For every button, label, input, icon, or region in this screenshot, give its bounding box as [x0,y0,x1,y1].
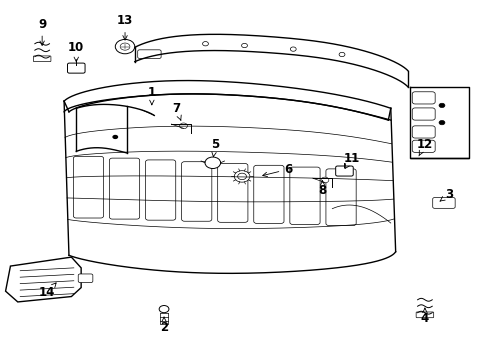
FancyBboxPatch shape [73,156,103,218]
FancyBboxPatch shape [289,167,320,225]
Text: 8: 8 [318,181,326,197]
Text: 6: 6 [262,163,292,177]
Text: 3: 3 [439,188,452,201]
FancyBboxPatch shape [411,92,434,104]
Circle shape [120,43,130,50]
Text: 5: 5 [211,138,219,157]
FancyBboxPatch shape [253,165,284,224]
FancyBboxPatch shape [411,126,434,138]
FancyBboxPatch shape [78,274,93,283]
Circle shape [159,306,168,313]
Circle shape [321,177,328,183]
Circle shape [204,157,220,168]
Text: 1: 1 [147,86,156,105]
FancyBboxPatch shape [109,158,140,219]
Circle shape [438,103,444,108]
Circle shape [112,135,118,139]
FancyBboxPatch shape [138,50,161,58]
Text: 9: 9 [38,18,46,45]
FancyBboxPatch shape [335,166,352,176]
Text: 7: 7 [172,102,181,120]
FancyBboxPatch shape [325,169,355,226]
Text: 13: 13 [117,14,133,40]
Circle shape [234,171,249,182]
FancyBboxPatch shape [411,108,434,120]
Text: 10: 10 [68,41,84,62]
Circle shape [115,40,135,54]
FancyBboxPatch shape [217,163,247,222]
FancyBboxPatch shape [181,162,211,221]
FancyBboxPatch shape [432,198,454,208]
Text: 4: 4 [420,308,428,325]
FancyBboxPatch shape [33,56,51,62]
Polygon shape [5,257,81,302]
Circle shape [438,121,444,125]
Text: 11: 11 [343,152,359,168]
FancyBboxPatch shape [145,160,175,220]
Text: 12: 12 [416,138,432,156]
FancyBboxPatch shape [67,63,85,73]
FancyBboxPatch shape [411,140,434,152]
Circle shape [237,173,246,180]
Text: 14: 14 [39,283,56,300]
Text: 2: 2 [160,317,168,333]
FancyBboxPatch shape [415,312,433,318]
Circle shape [179,123,187,129]
